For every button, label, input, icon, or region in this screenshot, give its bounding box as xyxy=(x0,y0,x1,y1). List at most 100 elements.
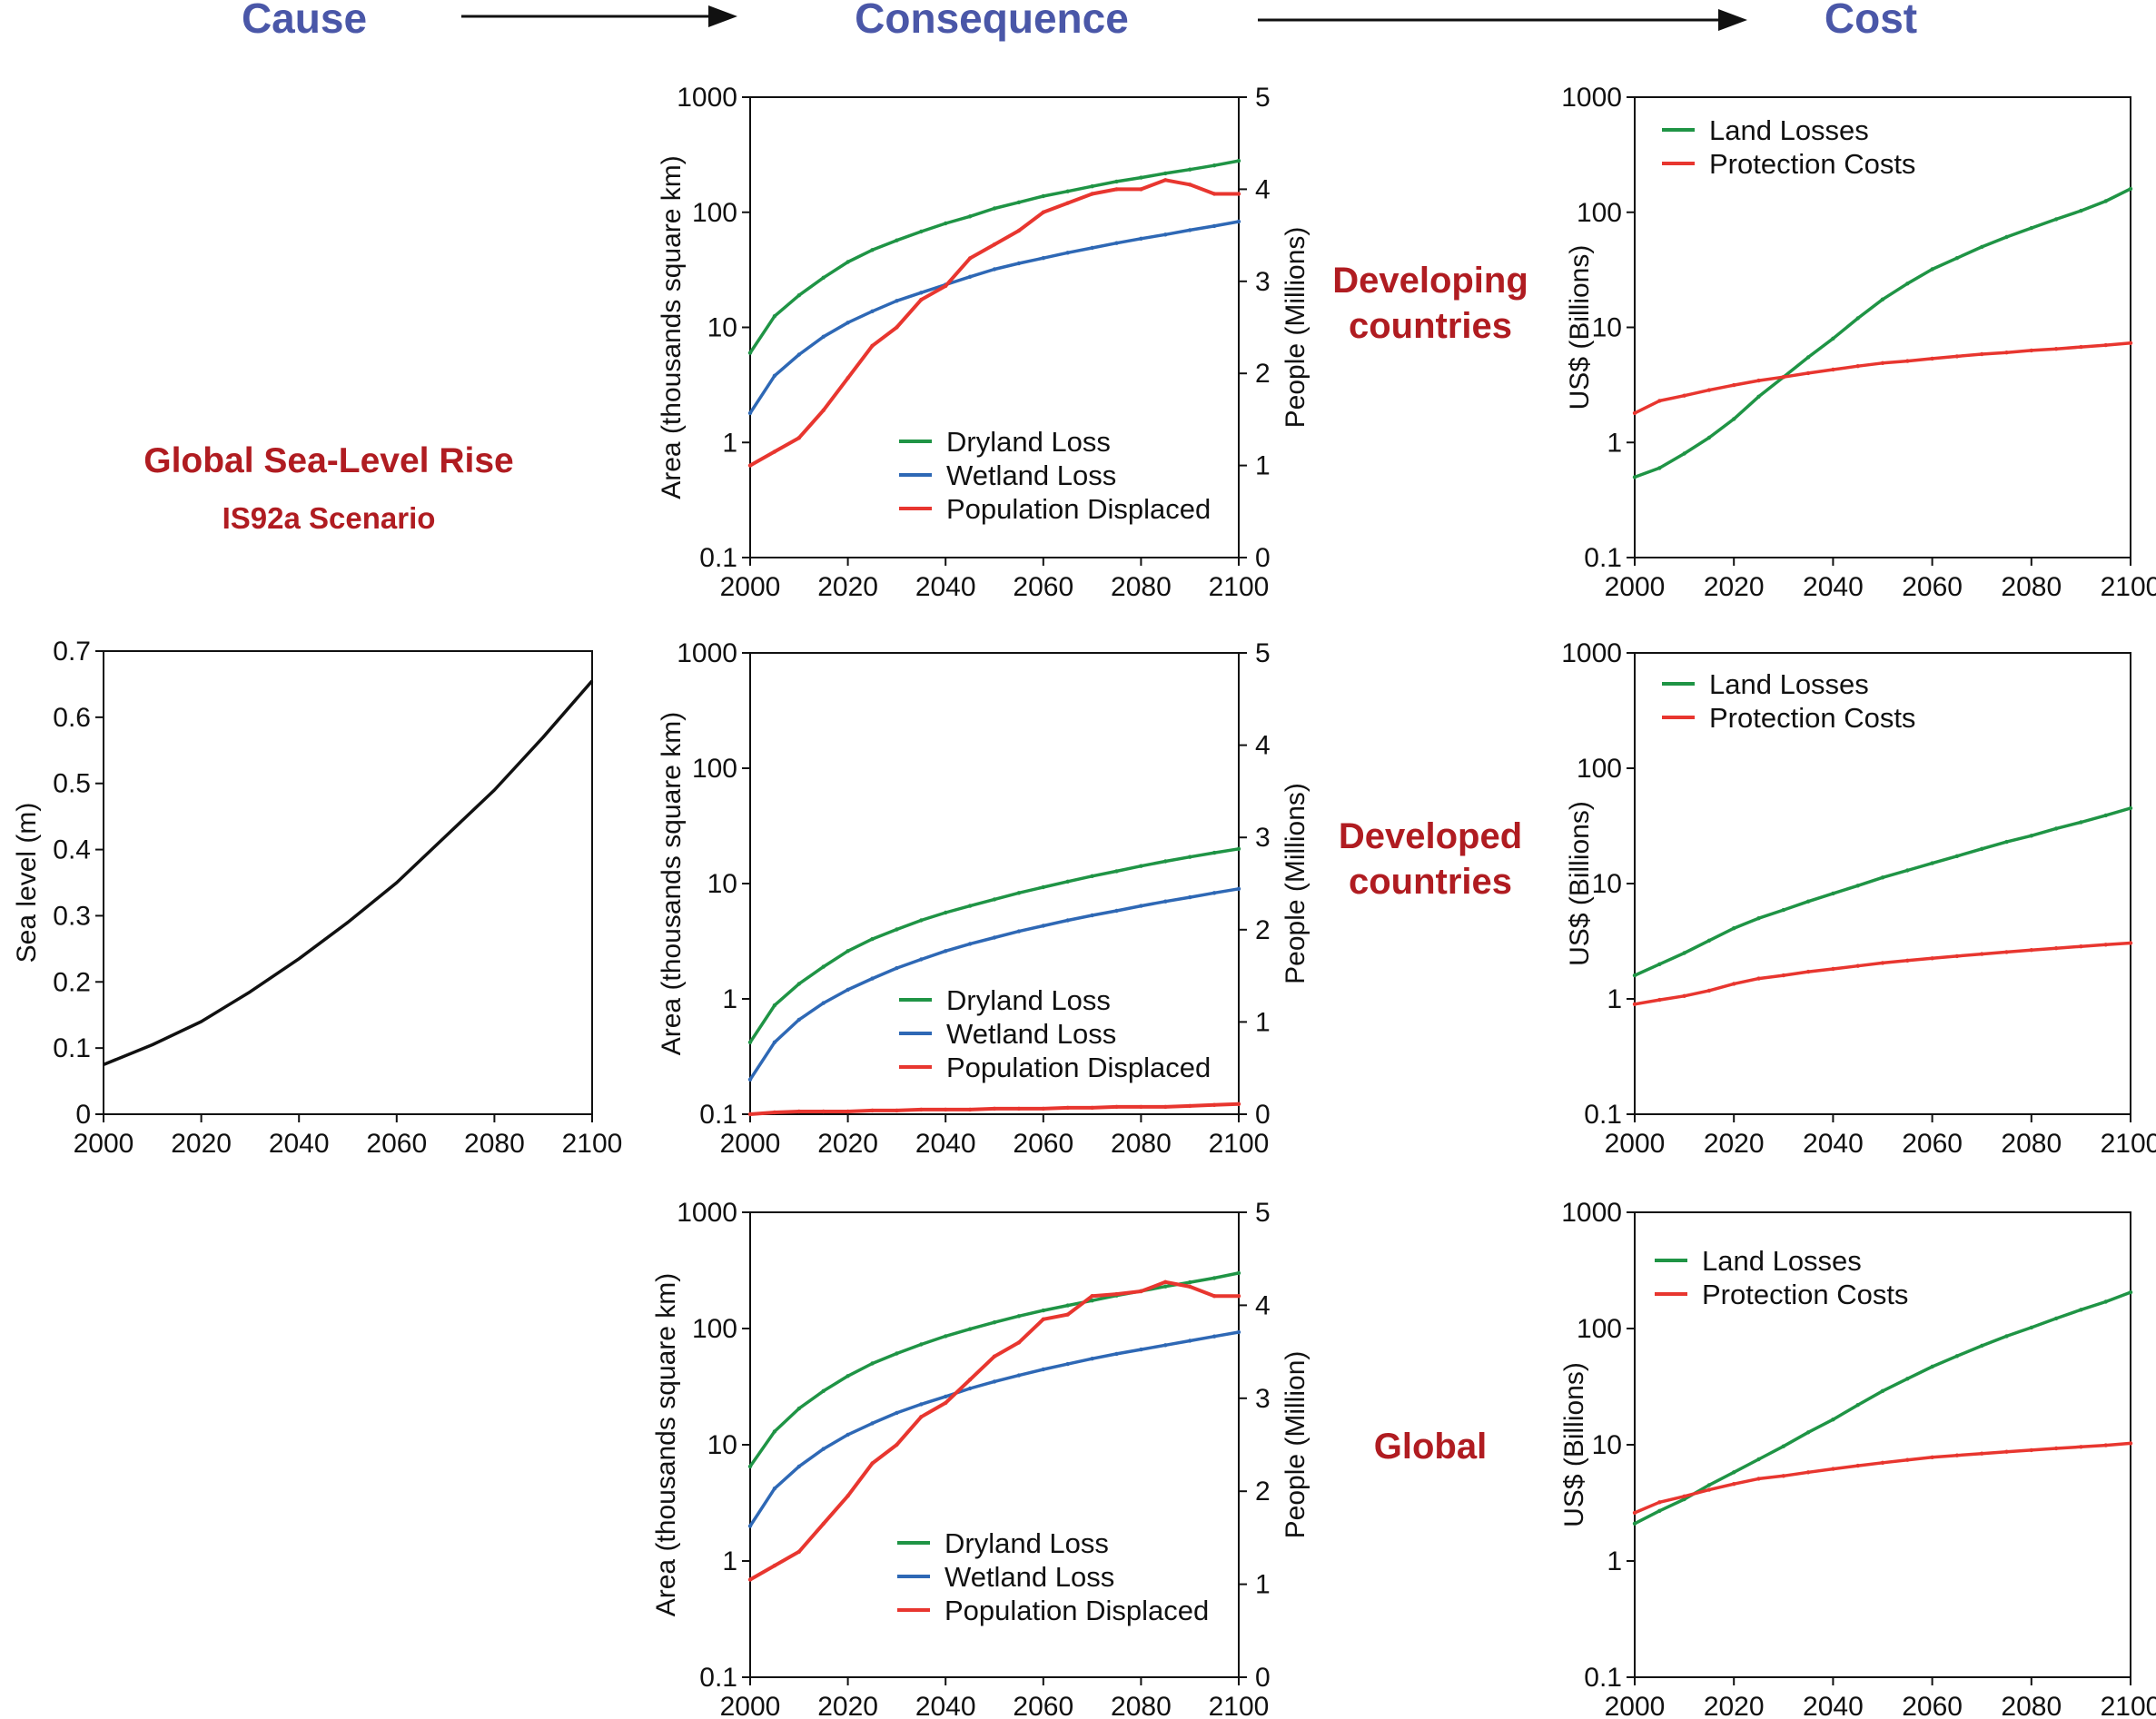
data-point-land-losses xyxy=(1930,267,1934,272)
data-point-wetland-loss xyxy=(870,309,875,313)
data-point-population-displaced xyxy=(1139,1289,1143,1294)
y2-tick-label: 3 xyxy=(1255,1384,1271,1414)
data-point-wetland-loss xyxy=(1016,929,1022,934)
data-point-land-losses xyxy=(2128,1289,2133,1295)
data-point-land-losses xyxy=(2079,820,2083,825)
data-point-dryland-loss xyxy=(870,1361,875,1366)
data-point-population-displaced xyxy=(1212,1294,1217,1299)
data-point-land-losses xyxy=(1657,466,1662,470)
data-point-dryland-loss xyxy=(1065,189,1070,193)
data-point-protection-costs xyxy=(1880,1460,1885,1466)
data-point-dryland-loss xyxy=(944,221,948,226)
data-point-population-displaced xyxy=(1090,1294,1094,1299)
data-point-protection-costs xyxy=(2103,1443,2108,1447)
legend-label-protection-costs: Protection Costs xyxy=(1709,148,1915,180)
data-point-population-displaced xyxy=(944,1107,948,1112)
data-point-dryland-loss xyxy=(772,1003,777,1008)
data-point-population-displaced xyxy=(1016,1340,1022,1345)
data-point-dryland-loss xyxy=(846,1374,850,1378)
data-point-dryland-loss xyxy=(1236,1270,1241,1276)
data-point-population-displaced xyxy=(772,1563,777,1568)
data-point-population-displaced xyxy=(821,1109,826,1114)
x-tick-label: 2100 xyxy=(562,1129,623,1159)
legend-label-land-losses: Land Losses xyxy=(1709,668,1869,700)
arrow-consequence-to-cost xyxy=(1258,9,1747,31)
data-point-protection-costs xyxy=(1632,1002,1637,1007)
data-point-protection-costs xyxy=(2103,342,2108,348)
data-point-dryland-loss xyxy=(895,927,899,932)
data-point-dryland-loss xyxy=(1139,175,1143,180)
legend-label-population-displaced: Population Displaced xyxy=(946,493,1211,525)
data-point-dryland-loss xyxy=(1016,1314,1022,1319)
data-point-land-losses xyxy=(1781,907,1786,913)
y2-axis-title: People (Millions) xyxy=(1281,783,1310,984)
data-point-land-losses xyxy=(1682,1497,1686,1502)
data-point-land-losses xyxy=(2029,225,2033,231)
data-point-protection-costs xyxy=(1805,1470,1811,1475)
data-point-population-displaced xyxy=(1188,183,1192,187)
data-point-wetland-loss xyxy=(1212,1334,1217,1339)
figure-subtitle: IS92a Scenario xyxy=(223,501,436,535)
data-point-protection-costs xyxy=(1954,1453,1960,1457)
y-tick-label: 100 xyxy=(1577,1314,1622,1344)
y2-axis-title: People (Millions) xyxy=(1281,227,1310,429)
y-tick-label: 0.1 xyxy=(53,1033,91,1063)
y-axis-title: Area (thousands square km) xyxy=(657,712,687,1056)
x-tick-label: 2040 xyxy=(1803,572,1864,602)
x-tick-label: 2080 xyxy=(1111,572,1172,602)
data-point-land-losses xyxy=(2029,834,2033,838)
data-point-protection-costs xyxy=(1756,378,1761,383)
y2-tick-label: 1 xyxy=(1255,1007,1271,1037)
data-point-population-displaced xyxy=(992,1106,997,1111)
header-cost: Cost xyxy=(1825,0,1917,42)
data-point-population-displaced xyxy=(1114,1291,1119,1297)
x-tick-label: 2020 xyxy=(1704,572,1765,602)
data-point-dryland-loss xyxy=(1212,850,1217,855)
data-point-wetland-loss xyxy=(747,1524,753,1528)
y-tick-label: 100 xyxy=(1577,754,1622,784)
data-point-protection-costs xyxy=(1682,393,1686,398)
x-tick-label: 2100 xyxy=(1209,1692,1270,1719)
data-point-wetland-loss xyxy=(846,321,850,325)
data-point-protection-costs xyxy=(2029,1447,2033,1453)
data-point-dryland-loss xyxy=(1041,193,1046,199)
data-point-protection-costs xyxy=(1905,359,1910,363)
data-point-land-losses xyxy=(1732,417,1736,421)
data-point-population-displaced xyxy=(747,463,753,468)
data-point-land-losses xyxy=(2004,1334,2009,1339)
data-point-land-losses xyxy=(2079,1308,2083,1312)
y-tick-label: 1 xyxy=(1607,984,1622,1014)
y-tick-label: 1000 xyxy=(677,638,737,668)
data-point-wetland-loss xyxy=(1114,1351,1119,1357)
data-point-population-displaced xyxy=(747,1111,753,1117)
data-point-protection-costs xyxy=(1880,961,1885,965)
data-point-population-displaced xyxy=(1041,1317,1046,1322)
data-point-protection-costs xyxy=(1930,1455,1934,1460)
data-point-population-displaced xyxy=(1236,1294,1241,1299)
data-point-dryland-loss xyxy=(1188,167,1192,172)
x-tick-label: 2040 xyxy=(269,1129,330,1159)
data-point-population-displaced xyxy=(1065,1312,1070,1317)
data-point-dryland-loss xyxy=(821,964,826,969)
data-point-dryland-loss xyxy=(919,918,924,923)
data-point-land-losses xyxy=(1756,1457,1761,1462)
y-tick-label: 0.2 xyxy=(53,967,91,997)
legend-label-dryland-loss: Dryland Loss xyxy=(946,426,1111,458)
data-point-protection-costs xyxy=(1657,1500,1662,1505)
data-point-dryland-loss xyxy=(1090,874,1094,878)
data-point-protection-costs xyxy=(1632,410,1637,416)
data-point-land-losses xyxy=(1805,355,1811,360)
data-point-protection-costs xyxy=(1855,1463,1860,1468)
y-tick-label: 0.3 xyxy=(53,901,91,931)
legend-label-wetland-loss: Wetland Loss xyxy=(946,459,1116,491)
data-point-land-losses xyxy=(1732,1470,1736,1475)
data-point-dryland-loss xyxy=(1188,1279,1192,1285)
y-tick-label: 10 xyxy=(1592,313,1622,343)
data-point-population-displaced xyxy=(944,283,948,289)
data-point-population-displaced xyxy=(1139,1104,1143,1110)
data-point-dryland-loss xyxy=(747,1040,753,1045)
data-point-wetland-loss xyxy=(967,1386,973,1391)
y2-tick-label: 5 xyxy=(1255,83,1271,113)
legend-label-population-displaced: Population Displaced xyxy=(944,1595,1209,1626)
data-point-wetland-loss xyxy=(1163,1343,1168,1348)
